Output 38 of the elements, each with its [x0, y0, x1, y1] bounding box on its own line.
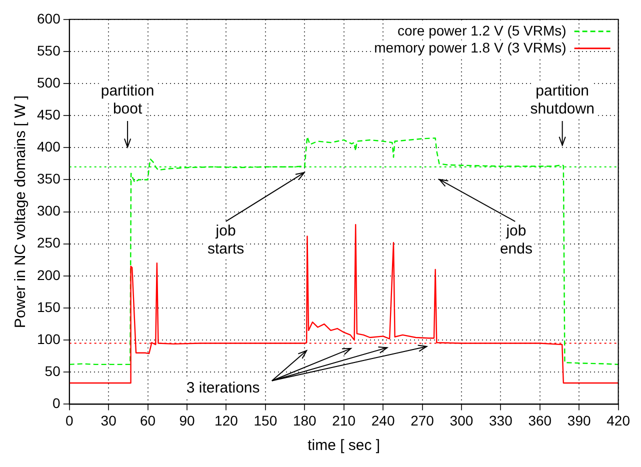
y-tick-label: 550: [37, 42, 61, 58]
x-tick-label: 210: [332, 412, 356, 428]
annotation: job ends: [500, 222, 532, 258]
x-tick-label: 330: [489, 412, 513, 428]
annotation: 3 iterations: [186, 380, 260, 397]
x-tick-label: 60: [140, 412, 156, 428]
annotation: partition boot: [100, 82, 154, 118]
x-tick-label: 0: [65, 412, 74, 428]
x-tick-label: 150: [254, 412, 278, 428]
y-tick-label: 500: [37, 74, 61, 90]
annotation: partition shutdown: [530, 82, 594, 118]
x-tick-label: 240: [371, 412, 395, 428]
line-series: [69, 136, 618, 366]
y-axis-title: Power in NC voltage domains [ W ]: [12, 96, 30, 328]
y-tick-label: 100: [37, 330, 61, 347]
y-tick-label: 250: [37, 234, 61, 251]
x-tick-label: 180: [292, 412, 317, 428]
y-tick-label: 150: [37, 298, 61, 315]
x-tick-label: 420: [606, 412, 630, 428]
x-tick-label: 300: [450, 412, 474, 428]
legend-label: core power 1.2 V (5 VRMs): [397, 22, 566, 38]
x-axis-title: time [ sec ]: [308, 437, 380, 454]
y-tick-label: 600: [37, 10, 61, 26]
annotation: job starts: [207, 222, 244, 258]
x-tick-label: 120: [214, 412, 238, 428]
y-tick-label: 300: [37, 202, 61, 219]
x-tick-label: 270: [410, 412, 434, 428]
y-tick-label: 400: [37, 138, 61, 155]
x-tick-label: 360: [528, 412, 552, 428]
x-tick-label: 390: [567, 412, 591, 428]
x-tick-label: 30: [100, 412, 117, 428]
y-tick-label: 450: [37, 106, 61, 122]
x-tick-label: 90: [179, 412, 195, 428]
legend-label: memory power 1.8 V (3 VRMs): [374, 39, 566, 56]
y-tick-label: 200: [37, 266, 61, 283]
y-tick-label: 50: [44, 362, 61, 379]
y-tick-label: 0: [52, 395, 61, 412]
y-tick-label: 350: [37, 170, 61, 187]
